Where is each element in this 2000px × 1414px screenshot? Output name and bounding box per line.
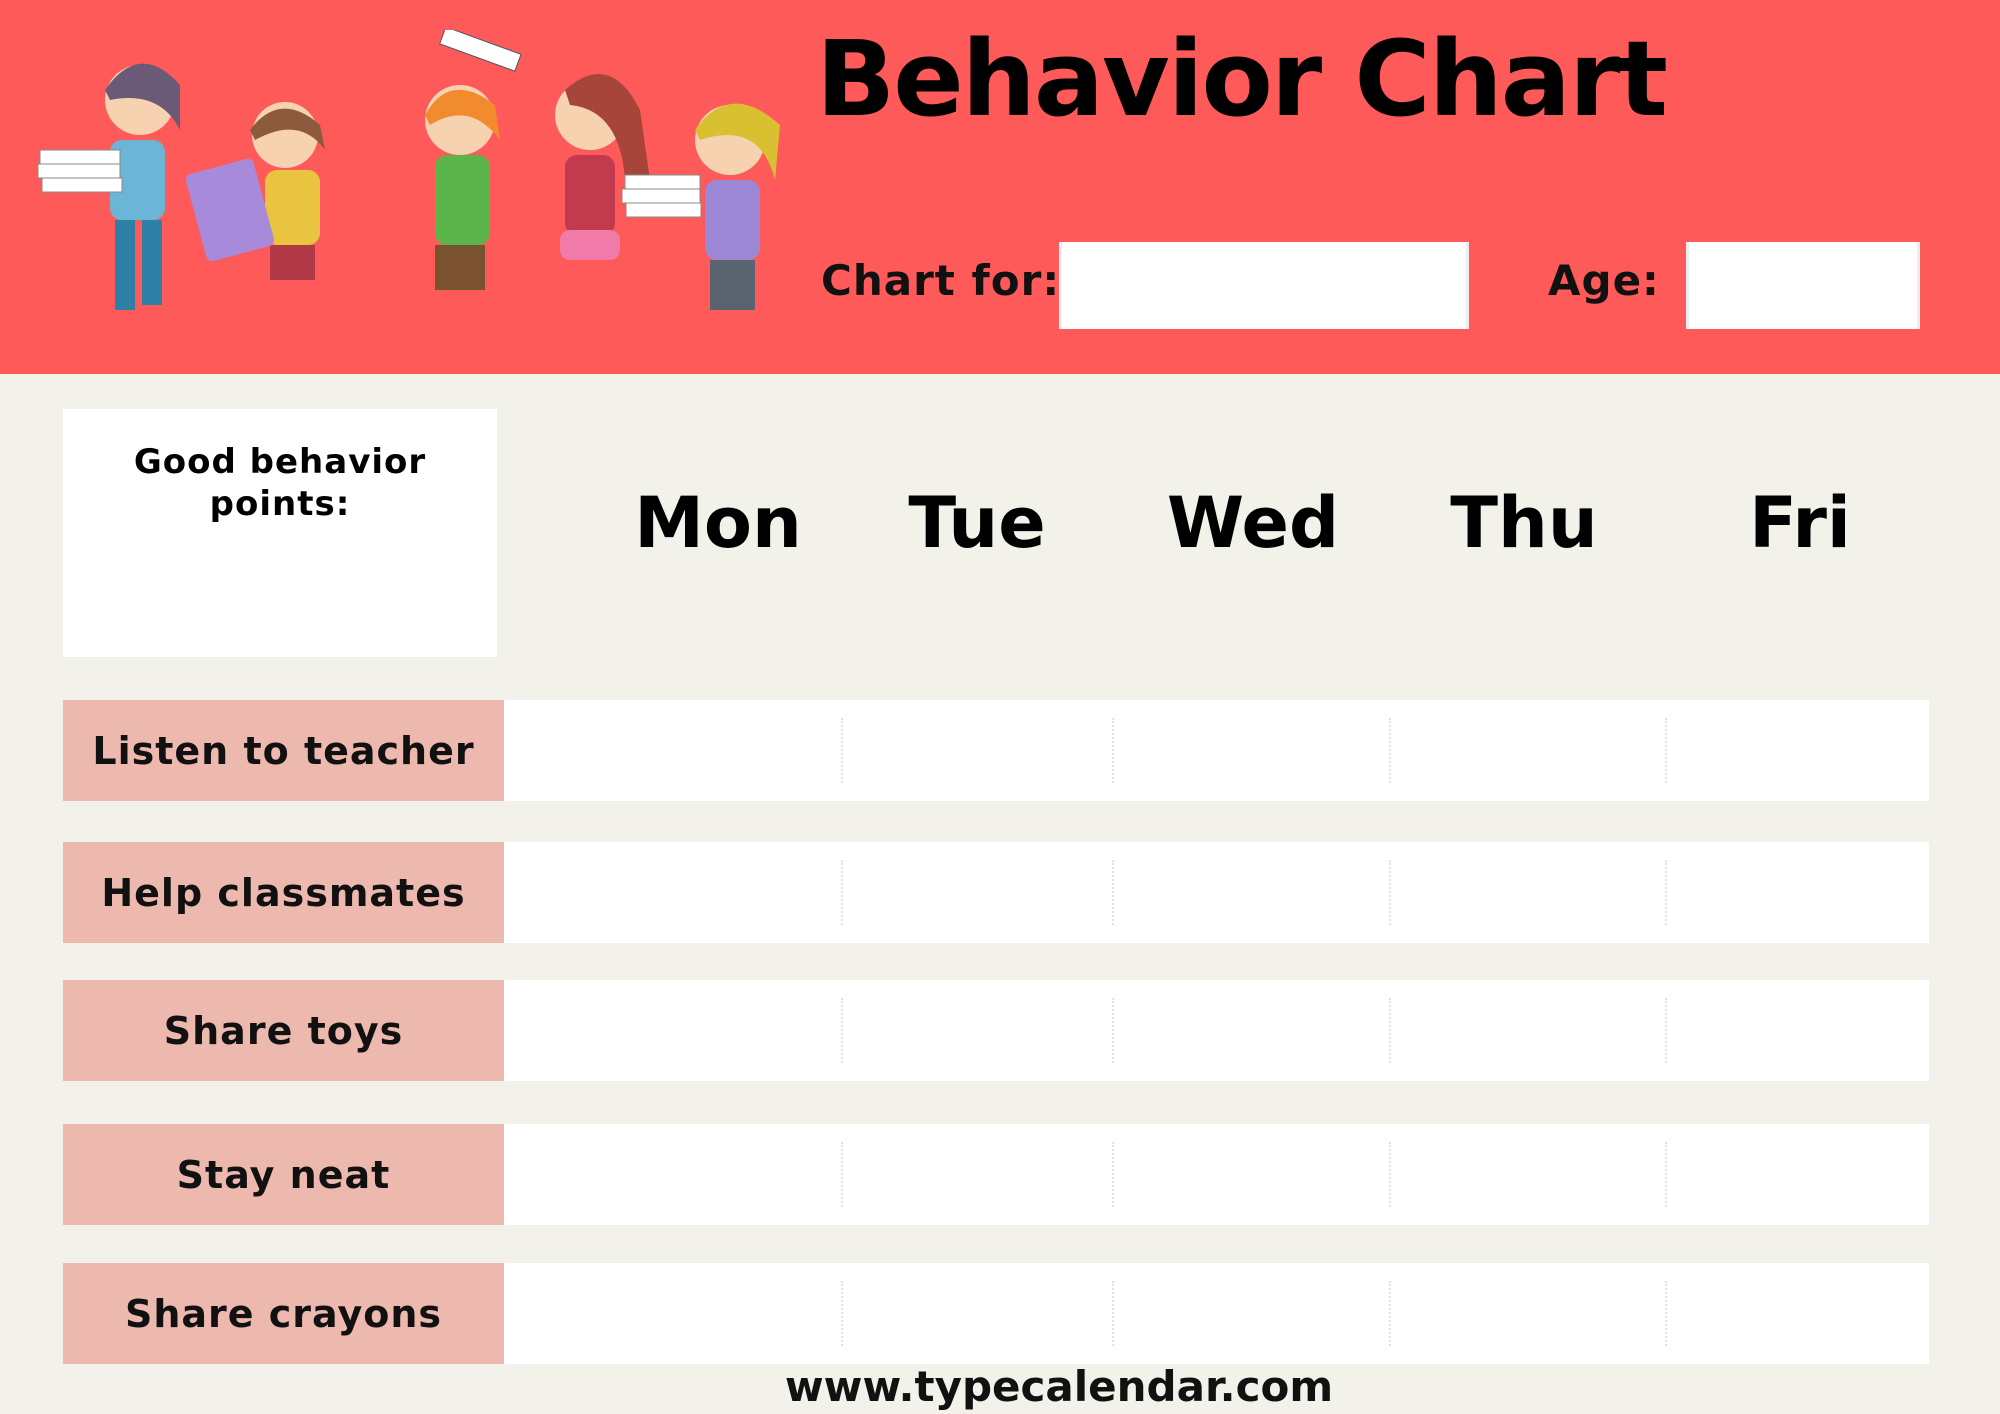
behavior-row: Help classmates [63,842,1929,943]
chart-for-label: Chart for: [821,256,1061,305]
kid-1 [37,63,180,310]
day-divider [1665,1281,1667,1346]
day-divider [1389,1142,1391,1207]
day-divider [1665,998,1667,1063]
children-illustration [37,30,780,310]
behavior-day-cells[interactable] [504,1124,1929,1225]
day-divider [1665,1142,1667,1207]
behavior-day-cells[interactable] [504,700,1929,801]
footer-url: www.typecalendar.com [784,1362,1334,1411]
day-header-thu: Thu [1450,482,1598,564]
day-divider [841,1281,843,1346]
age-label: Age: [1548,256,1660,305]
day-divider [1112,718,1114,783]
behavior-row: Share toys [63,980,1929,1081]
day-divider [1112,1281,1114,1346]
kid-3 [425,30,522,290]
kid-4 [555,74,702,260]
day-divider [1665,860,1667,925]
day-header-tue: Tue [908,482,1046,564]
day-divider [1112,860,1114,925]
good-behavior-points-label: Good behavior points: [133,442,427,524]
day-header-mon: Mon [634,482,802,564]
behavior-row: Share crayons [63,1263,1929,1364]
day-header-fri: Fri [1749,482,1851,564]
header-banner [0,0,2000,374]
day-divider [1389,860,1391,925]
behavior-label: Stay neat [63,1124,504,1225]
behavior-row: Listen to teacher [63,700,1929,801]
age-input[interactable] [1686,242,1920,329]
day-divider [1665,718,1667,783]
behavior-day-cells[interactable] [504,980,1929,1081]
behavior-label: Listen to teacher [63,700,504,801]
good-behavior-points-box[interactable]: Good behavior points: [63,409,497,657]
chart-for-input[interactable] [1059,242,1469,329]
page-title: Behavior Chart [816,18,1668,140]
day-divider [841,860,843,925]
day-divider [1112,998,1114,1063]
day-divider [1112,1142,1114,1207]
behavior-day-cells[interactable] [504,842,1929,943]
behavior-row: Stay neat [63,1124,1929,1225]
behavior-label: Share crayons [63,1263,504,1364]
day-divider [841,1142,843,1207]
behavior-label: Help classmates [63,842,504,943]
kid-5 [695,103,780,310]
behavior-day-cells[interactable] [504,1263,1929,1364]
kid-2 [185,102,325,280]
day-divider [1389,1281,1391,1346]
day-divider [841,718,843,783]
day-divider [1389,998,1391,1063]
day-divider [841,998,843,1063]
day-header-wed: Wed [1166,482,1340,564]
behavior-label: Share toys [63,980,504,1081]
day-divider [1389,718,1391,783]
